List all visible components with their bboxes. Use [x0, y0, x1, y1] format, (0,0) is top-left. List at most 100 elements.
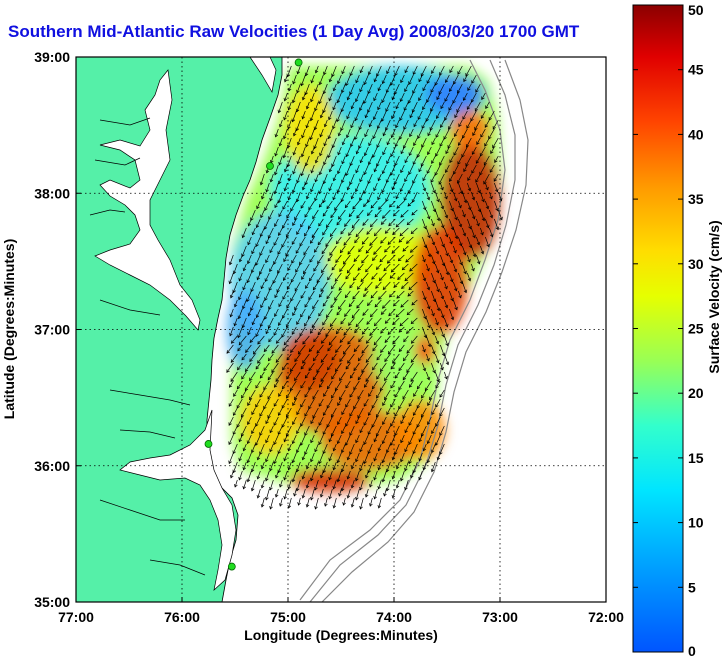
vector-arrowhead	[246, 421, 251, 426]
vector-arrow	[400, 416, 405, 424]
vector-arrowhead	[314, 159, 319, 164]
vector-arrowhead	[294, 339, 299, 344]
vector-arrowhead	[422, 296, 427, 301]
vector-arrowhead	[324, 503, 328, 507]
vector-arrowhead	[341, 141, 346, 146]
vector-arrow	[404, 272, 414, 281]
vector-arrowhead	[407, 203, 411, 207]
vector-arrow	[283, 146, 288, 158]
colorbar-tick-label: 5	[688, 579, 696, 595]
vector-arrowhead	[238, 476, 242, 481]
vector-arrowhead	[453, 287, 458, 292]
vector-arrow	[453, 245, 457, 254]
vector-arrowhead	[381, 459, 386, 464]
vector-arrow	[266, 182, 270, 193]
vector-arrowhead	[472, 234, 476, 239]
vector-arrow	[391, 92, 396, 100]
vector-arrow	[444, 227, 448, 237]
vector-arrow	[364, 128, 369, 137]
vector-arrowhead	[273, 422, 277, 426]
vector-arrow	[292, 308, 297, 316]
vector-arrowhead	[242, 447, 247, 452]
vector-arrow	[252, 317, 256, 325]
vector-arrow	[370, 308, 378, 317]
vector-arrow	[255, 380, 261, 389]
vector-arrowhead	[269, 506, 273, 510]
vector-arrow	[330, 227, 337, 237]
vector-arrow	[265, 254, 270, 263]
vector-arrowhead	[233, 393, 237, 397]
vector-arrowhead	[296, 231, 300, 235]
vector-arrow	[390, 380, 396, 389]
vector-arrowhead	[389, 442, 394, 446]
vector-arrowhead	[339, 358, 343, 363]
vector-arrow	[369, 497, 373, 507]
vector-arrowhead	[234, 484, 238, 488]
vector-arrowhead	[363, 203, 367, 208]
vector-arrow	[384, 335, 391, 343]
vector-arrowhead	[403, 107, 407, 112]
vector-arrow	[461, 146, 468, 158]
vector-arrowhead	[256, 495, 261, 499]
vector-arrow	[361, 344, 369, 354]
vector-arrow	[251, 245, 256, 254]
vector-arrowhead	[254, 262, 259, 266]
vector-arrowhead	[242, 267, 247, 272]
vector-arrow	[426, 245, 431, 257]
vector-arrow	[305, 65, 310, 76]
vector-arrow	[447, 137, 454, 149]
vector-arrow	[345, 362, 351, 370]
vector-arrowhead	[292, 402, 296, 406]
vector-arrow	[427, 416, 432, 425]
vector-arrowhead	[402, 248, 407, 252]
vector-arrowhead	[304, 323, 308, 327]
vector-arrowhead	[398, 239, 403, 243]
vector-arrow	[431, 461, 436, 472]
vector-arrowhead	[256, 205, 260, 210]
vector-arrowhead	[355, 439, 359, 444]
vector-arrow	[249, 371, 256, 381]
vector-arrowhead	[404, 277, 409, 282]
vector-arrow	[390, 164, 396, 176]
vector-arrowhead	[361, 259, 365, 264]
vector-arrowhead	[329, 323, 334, 327]
vector-arrowhead	[344, 442, 349, 446]
vector-arrowhead	[297, 350, 302, 355]
vector-arrow	[303, 245, 310, 255]
vector-arrowhead	[388, 312, 392, 317]
vector-arrow	[355, 74, 360, 83]
vector-arrow	[366, 335, 373, 344]
vector-arrow	[284, 488, 288, 499]
vector-arrow	[462, 191, 467, 203]
vector-arrow	[293, 128, 297, 137]
vector-arrow	[302, 488, 306, 499]
vector-arrow	[335, 380, 342, 391]
x-axis-ticks: 77:00 76:00 75:00 74:00 73:00 72:00	[58, 597, 624, 625]
vector-arrow	[382, 128, 387, 136]
vector-arrow	[366, 227, 373, 235]
vector-arrow	[291, 326, 297, 335]
vector-arrowhead	[332, 466, 337, 471]
vector-arrow	[270, 155, 274, 164]
vector-arrow	[449, 254, 453, 263]
vector-arrowhead	[408, 81, 412, 85]
vector-arrowhead	[265, 420, 269, 425]
vector-arrow	[401, 281, 409, 289]
vector-arrowhead	[444, 285, 448, 290]
vector-arrow	[281, 236, 288, 248]
vector-arrow	[431, 407, 436, 415]
vector-arrow	[282, 308, 288, 319]
vector-arrow	[402, 371, 409, 380]
vector-arrow	[327, 380, 333, 390]
vector-arrowhead	[383, 267, 387, 272]
vector-arrowhead	[364, 133, 368, 138]
vector-arrow	[309, 272, 315, 282]
vector-arrowhead	[291, 99, 296, 104]
vector-arrowhead	[334, 297, 338, 301]
vector-arrowhead	[374, 303, 379, 308]
vector-arrow	[323, 407, 328, 416]
vector-arrowhead	[400, 477, 404, 482]
vector-arrow	[341, 461, 346, 472]
vector-arrowhead	[305, 105, 310, 110]
vector-arrowhead	[400, 439, 404, 444]
